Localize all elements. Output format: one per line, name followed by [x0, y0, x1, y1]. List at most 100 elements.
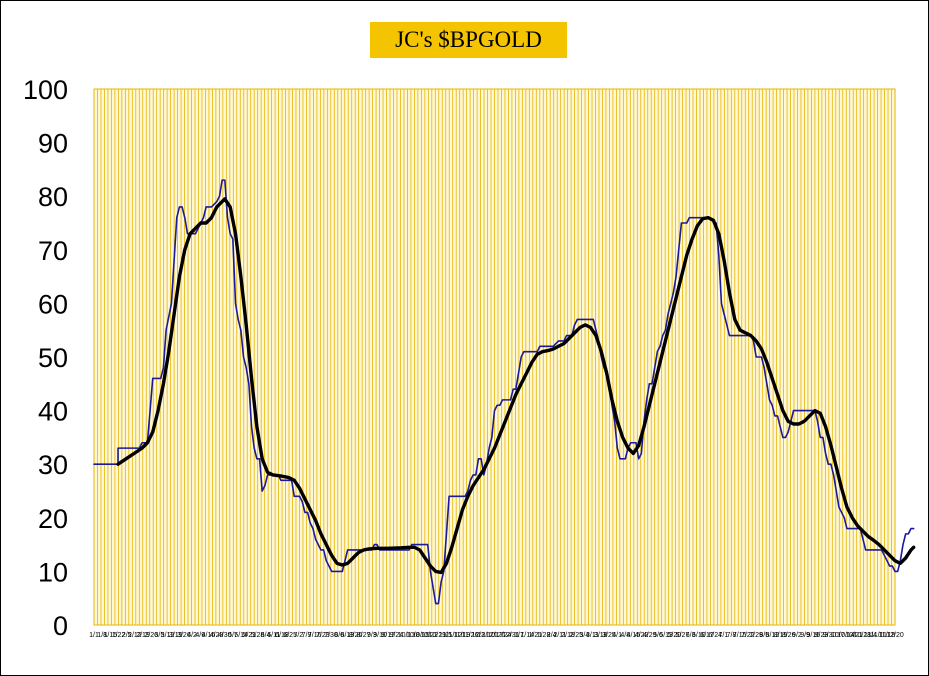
x-tick-label: 12/10: [478, 632, 496, 639]
y-tick-label: 40: [38, 397, 68, 427]
x-tick-label: 8/6: [334, 632, 344, 639]
x-tick-label: 9/30: [823, 632, 837, 639]
x-tick-label: 10/21: [845, 632, 863, 639]
x-tick-label: 10/1: [398, 632, 412, 639]
y-tick-label: 10: [38, 557, 68, 587]
x-tick-label: 7/8: [727, 632, 737, 639]
x-tick-label: 4/1: [612, 632, 622, 639]
x-tick-label: 9/9: [800, 632, 810, 639]
x-tick-label: 8/19: [774, 632, 788, 639]
x-tick-label: 5/28: [251, 632, 265, 639]
x-tick-label: 5/7: [228, 632, 238, 639]
x-tick-label: 7/16: [308, 632, 322, 639]
x-tick-label: 7/23: [316, 632, 330, 639]
x-tick-label: 1/14: [520, 632, 534, 639]
x-tick-label: 10/22: [420, 632, 438, 639]
x-tick-label: 6/17: [700, 632, 714, 639]
y-tick-label: 70: [38, 236, 68, 266]
smoothed-bpgold-line: [116, 197, 916, 575]
x-tick-label: 12/20: [886, 632, 904, 639]
x-tick-label: 1/28: [537, 632, 551, 639]
y-tick-label: 60: [38, 289, 68, 319]
x-tick-label: 5/20: [668, 632, 682, 639]
x-tick-label: 4/16: [202, 632, 216, 639]
x-tick-label: 1/8: [97, 632, 107, 639]
x-tick-label: 11/4: [864, 632, 877, 639]
x-tick-label: 3/11: [586, 632, 599, 639]
x-tick-label: 9/23: [815, 632, 829, 639]
x-tick-label: 12/24: [494, 632, 512, 639]
x-tick-label: 5/27: [676, 632, 690, 639]
x-tick-label: 5/6: [653, 632, 663, 639]
x-tick-label: 8/12: [766, 632, 780, 639]
x-tick-label: 10/14: [837, 632, 855, 639]
y-axis-ticks: 0 10 20 30 40 50 60 70 80 90 100: [23, 75, 68, 641]
series-lines: [93, 179, 916, 605]
x-tick-label: 9/10: [373, 632, 387, 639]
x-tick-label: 7/15: [733, 632, 747, 639]
x-tick-label: 2/11: [553, 632, 566, 639]
x-tick-label: 3/5: [155, 632, 165, 639]
x-tick-label: 8/27: [357, 632, 371, 639]
x-tick-label: 10/15: [412, 632, 430, 639]
x-tick-label: 5/13: [659, 632, 673, 639]
y-tick-label: 90: [38, 129, 68, 159]
x-tick-label: 8/13: [341, 632, 355, 639]
x-tick-label: 11/18: [878, 632, 895, 639]
x-tick-label: 10/8: [406, 632, 420, 639]
x-tick-label: 4/2: [187, 632, 197, 639]
chart-title: JC's $BPGOLD: [395, 27, 542, 52]
x-tick-label: 3/12: [161, 632, 175, 639]
x-tick-label: 10/7: [831, 632, 845, 639]
x-tick-label: 1/15: [104, 632, 118, 639]
x-tick-label: 4/9: [195, 632, 205, 639]
x-tick-label: 6/25: [283, 632, 297, 639]
x-tick-label: 12/17: [486, 632, 504, 639]
x-tick-label: 7/2: [293, 632, 303, 639]
x-tick-label: 3/18: [594, 632, 608, 639]
x-tick-label: 2/18: [561, 632, 575, 639]
x-tick-label: 6/10: [692, 632, 706, 639]
gridlines: [93, 88, 896, 626]
x-tick-label: 11/12: [445, 632, 462, 639]
x-tick-label: 6/3: [686, 632, 696, 639]
x-tick-label: 9/2: [792, 632, 802, 639]
x-tick-label: 9/24: [390, 632, 404, 639]
x-tick-label: 3/25: [602, 632, 616, 639]
x-tick-label: 4/30: [218, 632, 232, 639]
x-tick-label: 9/17: [381, 632, 395, 639]
y-tick-label: 50: [38, 343, 68, 373]
x-tick-label: 6/11: [267, 632, 280, 639]
x-tick-label: 2/4: [547, 632, 557, 639]
x-tick-label: 8/5: [759, 632, 769, 639]
x-tick-label: 6/18: [275, 632, 289, 639]
x-tick-label: 5/14: [234, 632, 248, 639]
x-tick-label: 7/29: [749, 632, 763, 639]
x-tick-label: 3/4: [580, 632, 590, 639]
plot-border: [93, 88, 896, 626]
x-tick-label: 2/19: [136, 632, 150, 639]
x-tick-label: 9/3: [367, 632, 377, 639]
x-tick-label: 1/21: [529, 632, 543, 639]
x-tick-label: 8/20: [349, 632, 363, 639]
y-tick-label: 80: [38, 182, 68, 212]
x-tick-label: 7/22: [741, 632, 755, 639]
x-tick-label: 7/1: [718, 632, 728, 639]
x-tick-label: 12/31: [502, 632, 520, 639]
x-tick-label: 2/26: [144, 632, 158, 639]
x-tick-label: 6/4: [261, 632, 271, 639]
x-tick-label: 4/8: [620, 632, 630, 639]
x-tick-label: 10/29: [429, 632, 447, 639]
x-tick-label: 4/22: [635, 632, 649, 639]
x-axis-ticks: 1/11/81/151/222/52/122/192/263/53/123/19…: [89, 632, 904, 639]
y-tick-label: 20: [38, 504, 68, 534]
x-tick-label: 12/3: [471, 632, 485, 639]
x-tick-label: 2/12: [128, 632, 142, 639]
x-tick-label: 2/25: [569, 632, 583, 639]
x-tick-label: 1/22: [112, 632, 126, 639]
x-tick-label: 1/7: [514, 632, 524, 639]
raw-bpgold-line: [93, 179, 915, 605]
x-tick-label: 7/30: [324, 632, 338, 639]
y-tick-label: 0: [53, 611, 68, 641]
